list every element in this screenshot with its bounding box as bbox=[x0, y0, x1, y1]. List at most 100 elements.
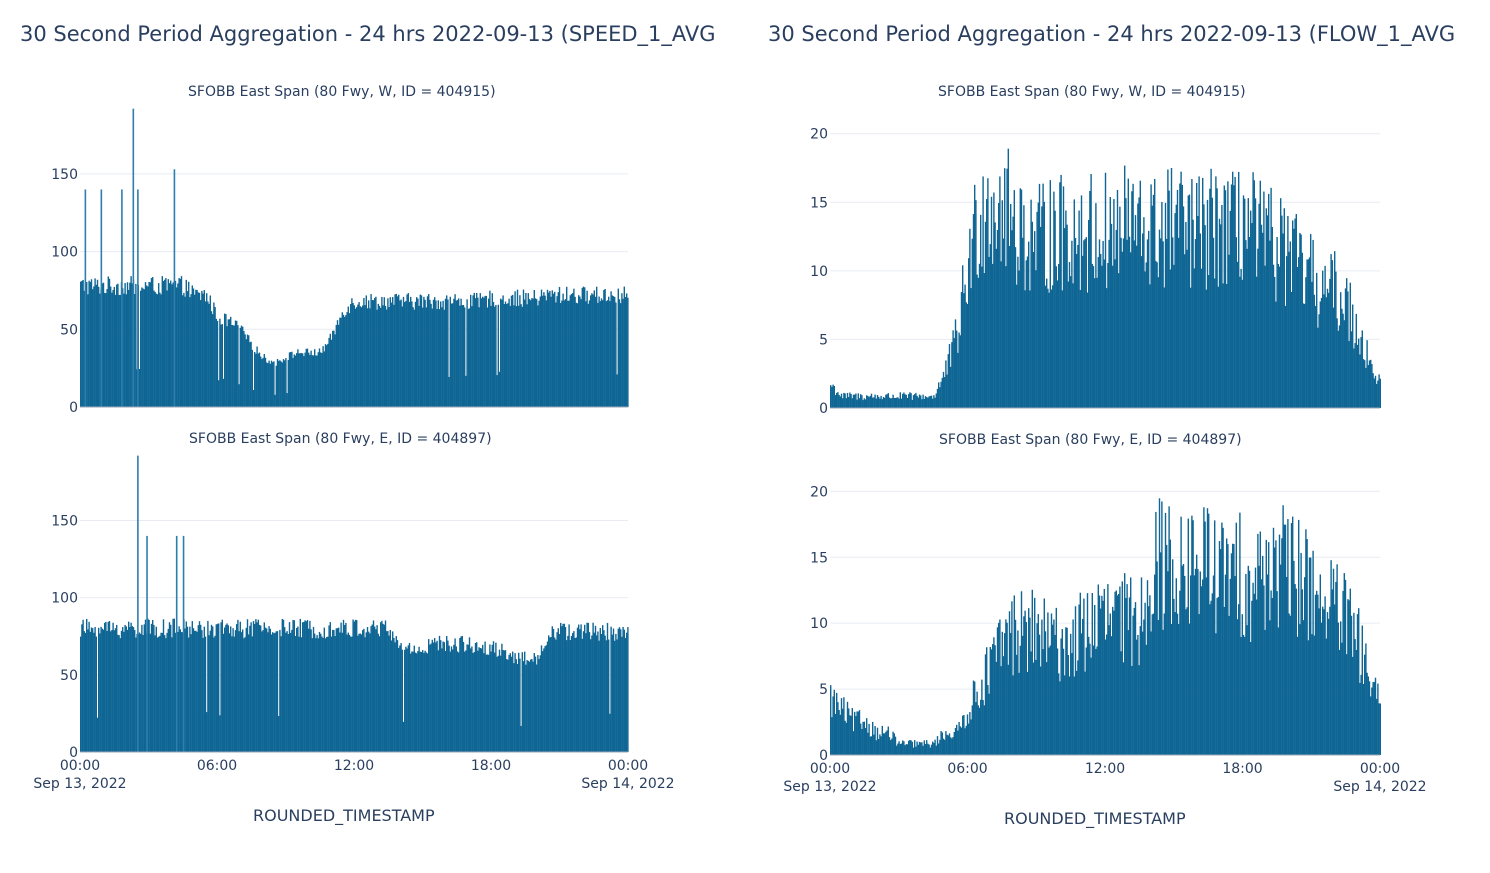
bar bbox=[903, 741, 905, 755]
bar bbox=[387, 298, 389, 407]
bar bbox=[1352, 656, 1354, 755]
bar bbox=[1179, 183, 1181, 408]
bar bbox=[1282, 233, 1284, 408]
bar bbox=[110, 286, 112, 407]
bar bbox=[96, 717, 99, 752]
bar bbox=[833, 385, 835, 408]
bar bbox=[502, 295, 504, 407]
bar bbox=[411, 651, 413, 752]
bar bbox=[254, 623, 256, 752]
bar bbox=[328, 625, 330, 752]
bar bbox=[257, 353, 259, 407]
bar bbox=[1296, 266, 1299, 408]
bar bbox=[1072, 283, 1074, 408]
bar bbox=[1134, 602, 1137, 755]
bar bbox=[256, 622, 258, 752]
bar bbox=[434, 297, 436, 407]
bar bbox=[292, 358, 294, 407]
bar bbox=[1344, 288, 1347, 408]
bar bbox=[1089, 190, 1091, 408]
bar bbox=[834, 395, 837, 408]
bar bbox=[149, 282, 151, 407]
bar bbox=[1324, 596, 1326, 755]
bar bbox=[1376, 383, 1378, 408]
bar bbox=[971, 238, 973, 408]
bar bbox=[974, 681, 976, 755]
bar bbox=[458, 298, 460, 407]
bar bbox=[89, 631, 91, 752]
bar bbox=[978, 707, 981, 755]
bar bbox=[624, 297, 627, 407]
bar bbox=[557, 628, 559, 752]
bar bbox=[549, 290, 551, 407]
bar bbox=[1037, 202, 1039, 408]
bar bbox=[156, 294, 159, 407]
bar bbox=[165, 278, 167, 407]
bar bbox=[488, 654, 490, 752]
bar bbox=[1301, 589, 1303, 755]
bar bbox=[1174, 612, 1176, 755]
bar bbox=[933, 742, 935, 755]
bar bbox=[894, 397, 897, 408]
bar bbox=[1060, 174, 1062, 408]
bar bbox=[341, 312, 343, 407]
bar bbox=[178, 278, 180, 407]
bar bbox=[1031, 589, 1033, 755]
bar bbox=[269, 628, 271, 752]
bar bbox=[1122, 662, 1125, 755]
bar bbox=[125, 626, 127, 752]
bar bbox=[408, 642, 411, 752]
bar bbox=[282, 359, 285, 407]
bar bbox=[530, 300, 532, 407]
bar bbox=[963, 293, 965, 408]
bar bbox=[1143, 619, 1145, 755]
bar bbox=[623, 629, 625, 752]
bar bbox=[1053, 619, 1055, 755]
bar bbox=[147, 286, 149, 407]
bar bbox=[206, 293, 208, 407]
bar bbox=[440, 301, 442, 407]
bar bbox=[483, 653, 485, 752]
bar bbox=[993, 192, 995, 408]
bar bbox=[568, 300, 570, 407]
bar bbox=[908, 740, 910, 755]
bar bbox=[579, 629, 581, 752]
bar bbox=[984, 221, 987, 408]
bar bbox=[144, 282, 147, 407]
bar bbox=[150, 278, 153, 407]
bar bbox=[899, 392, 901, 408]
bar bbox=[557, 292, 559, 407]
bar bbox=[874, 726, 876, 755]
bar bbox=[382, 623, 384, 752]
bar bbox=[520, 725, 522, 752]
bar bbox=[1053, 191, 1055, 408]
bar bbox=[119, 294, 121, 407]
bar bbox=[244, 334, 246, 407]
bar bbox=[881, 725, 883, 755]
bar bbox=[102, 282, 105, 407]
bar bbox=[111, 630, 113, 752]
bar bbox=[1138, 197, 1140, 408]
bar bbox=[106, 630, 108, 752]
spike-bar-1-2 bbox=[175, 535, 178, 752]
bar bbox=[128, 289, 130, 407]
bar bbox=[254, 351, 256, 407]
bar bbox=[152, 619, 154, 752]
bar bbox=[1196, 554, 1198, 755]
bar bbox=[539, 296, 541, 407]
bar bbox=[1257, 248, 1259, 408]
bar bbox=[165, 638, 167, 752]
bar bbox=[387, 631, 389, 752]
bar bbox=[870, 736, 873, 755]
bar bbox=[561, 300, 563, 407]
bar bbox=[1144, 271, 1146, 408]
bar bbox=[990, 196, 993, 408]
bar bbox=[413, 645, 415, 752]
bar bbox=[1042, 183, 1044, 408]
bar bbox=[460, 298, 462, 407]
bar bbox=[245, 339, 247, 407]
bar bbox=[299, 618, 301, 752]
bar bbox=[1169, 539, 1171, 755]
bar bbox=[152, 277, 154, 407]
bar bbox=[428, 639, 430, 752]
